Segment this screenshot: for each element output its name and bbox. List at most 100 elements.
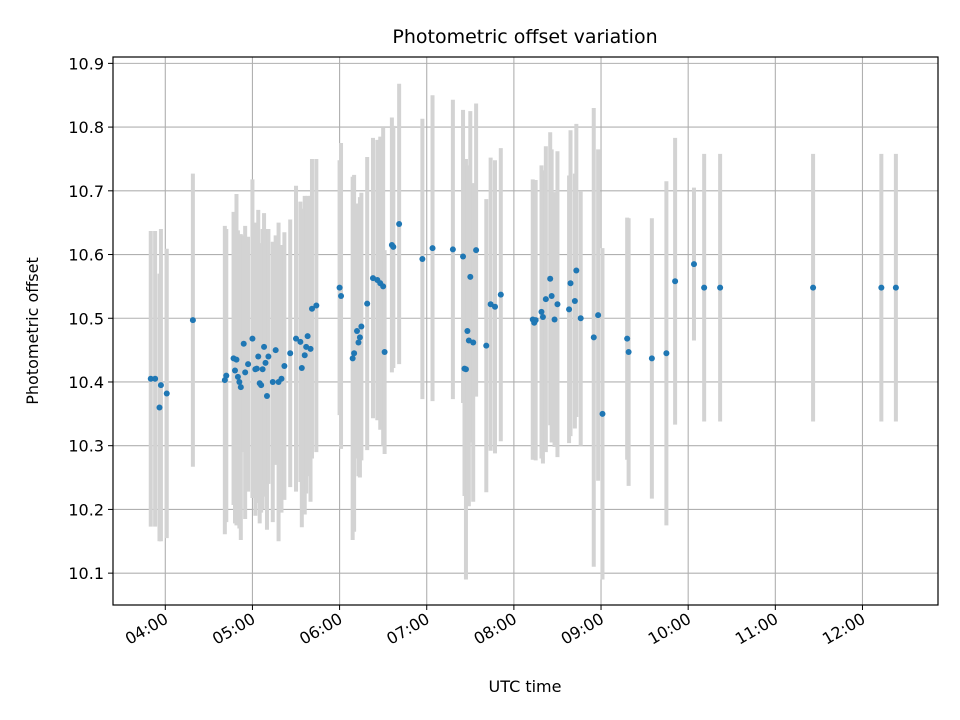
data-point-101 xyxy=(810,284,817,291)
data-point-86 xyxy=(567,280,574,287)
data-point-15 xyxy=(242,369,249,376)
data-point-7 xyxy=(223,372,230,379)
data-point-93 xyxy=(624,335,631,342)
data-point-84 xyxy=(554,301,561,308)
data-point-47 xyxy=(354,328,361,334)
data-point-74 xyxy=(497,291,504,298)
data-point-83 xyxy=(551,316,558,323)
y-tick-label-0: 10.1 xyxy=(68,564,104,583)
data-point-13 xyxy=(237,384,244,391)
data-point-82 xyxy=(548,292,555,299)
data-point-33 xyxy=(287,350,294,357)
y-tick-label-2: 10.3 xyxy=(68,437,104,456)
y-tick-label-3: 10.4 xyxy=(68,373,104,392)
data-point-90 xyxy=(590,334,597,341)
data-point-41 xyxy=(308,305,315,312)
data-point-14 xyxy=(240,340,247,347)
data-point-92 xyxy=(599,410,606,417)
data-point-56 xyxy=(381,349,388,356)
data-point-35 xyxy=(297,338,304,345)
data-point-45 xyxy=(349,355,356,362)
data-point-79 xyxy=(539,313,546,320)
data-point-96 xyxy=(663,350,670,357)
data-point-98 xyxy=(690,261,697,268)
data-point-24 xyxy=(261,343,268,350)
data-point-94 xyxy=(625,349,632,356)
data-point-73 xyxy=(491,303,498,310)
data-point-16 xyxy=(245,361,252,368)
data-point-44 xyxy=(338,292,345,299)
data-point-20 xyxy=(255,353,262,360)
data-point-100 xyxy=(717,284,724,291)
chart-title: Photometric offset variation xyxy=(392,26,657,48)
data-point-42 xyxy=(313,302,320,309)
data-point-55 xyxy=(380,283,387,290)
y-tick-label-8: 10.9 xyxy=(68,54,104,73)
data-point-70 xyxy=(473,247,480,254)
data-point-59 xyxy=(396,220,403,227)
data-point-2 xyxy=(156,404,163,411)
data-point-69 xyxy=(470,339,477,346)
data-point-87 xyxy=(571,298,578,305)
data-point-17 xyxy=(249,335,256,342)
y-tick-label-7: 10.8 xyxy=(68,118,104,137)
data-point-103 xyxy=(892,284,899,291)
y-tick-label-1: 10.2 xyxy=(68,500,104,519)
data-point-31 xyxy=(278,375,285,382)
data-points xyxy=(147,220,899,417)
data-point-63 xyxy=(460,253,467,260)
data-point-43 xyxy=(336,284,343,291)
data-point-39 xyxy=(304,333,311,340)
y-tick-label-6: 10.7 xyxy=(68,182,104,201)
data-point-91 xyxy=(595,312,602,319)
data-point-23 xyxy=(259,366,266,373)
data-point-1 xyxy=(152,375,159,382)
data-point-50 xyxy=(358,323,365,330)
data-point-4 xyxy=(163,390,170,397)
data-point-3 xyxy=(157,382,164,389)
data-point-97 xyxy=(672,278,679,285)
data-point-80 xyxy=(542,296,549,303)
data-point-32 xyxy=(281,363,288,370)
data-point-29 xyxy=(272,347,279,354)
data-point-62 xyxy=(449,246,456,253)
data-point-85 xyxy=(566,306,573,313)
data-point-78 xyxy=(538,308,545,315)
data-point-37 xyxy=(301,352,308,359)
data-point-88 xyxy=(573,267,580,274)
y-tick-label-4: 10.5 xyxy=(68,309,104,328)
data-point-40 xyxy=(307,345,314,352)
data-point-81 xyxy=(547,275,554,282)
data-point-66 xyxy=(464,328,471,334)
data-point-26 xyxy=(263,392,270,399)
data-point-51 xyxy=(364,300,371,307)
plot-frame xyxy=(112,56,939,606)
data-point-10 xyxy=(233,356,240,363)
x-axis-title: UTC time xyxy=(489,677,562,696)
data-point-36 xyxy=(298,364,305,371)
data-point-68 xyxy=(467,273,474,280)
data-point-99 xyxy=(701,284,708,291)
data-point-48 xyxy=(355,339,362,346)
data-point-72 xyxy=(487,301,494,308)
y-tick-label-5: 10.6 xyxy=(68,246,104,265)
data-point-46 xyxy=(351,350,358,357)
data-point-65 xyxy=(462,366,469,373)
data-point-49 xyxy=(356,334,363,341)
y-axis-title: Photometric offset xyxy=(23,257,42,405)
data-point-27 xyxy=(265,353,272,360)
data-point-34 xyxy=(293,335,300,342)
data-point-77 xyxy=(532,317,539,324)
data-point-61 xyxy=(429,245,436,252)
data-point-9 xyxy=(232,367,239,374)
data-point-12 xyxy=(236,378,243,385)
data-point-89 xyxy=(577,315,584,322)
data-point-25 xyxy=(262,359,269,366)
data-point-11 xyxy=(234,373,241,380)
data-point-28 xyxy=(269,378,276,385)
data-point-0 xyxy=(147,375,154,382)
data-point-5 xyxy=(189,317,196,324)
data-point-19 xyxy=(253,365,260,372)
